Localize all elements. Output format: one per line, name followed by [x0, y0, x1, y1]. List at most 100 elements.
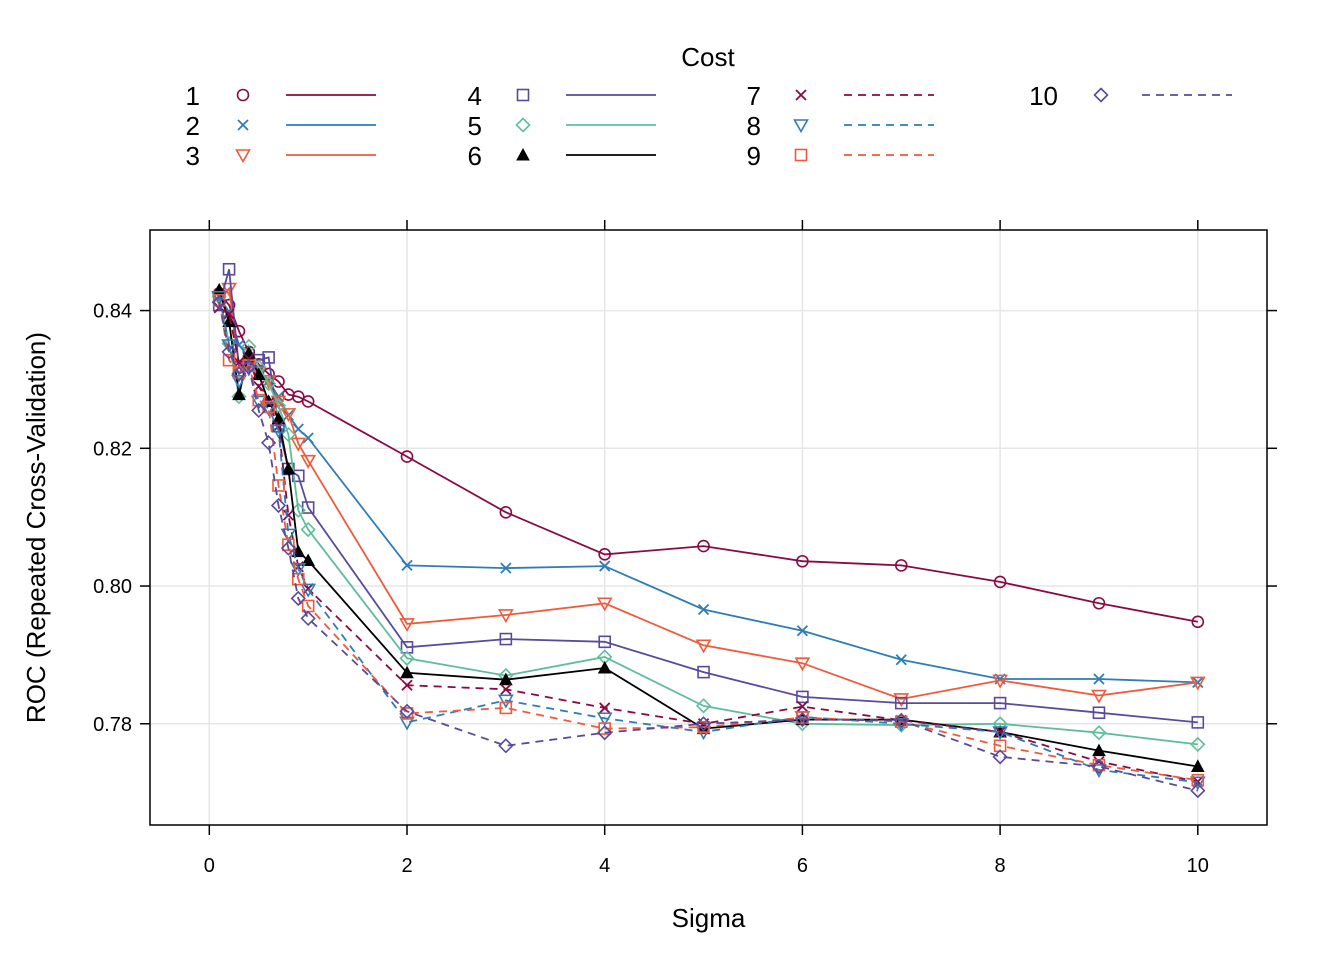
data-point-10: [260, 435, 277, 451]
data-point-3: [280, 408, 297, 422]
axes: 0 2 4 6 8 10 0.78 0.80 0.82 0.84: [93, 220, 1277, 877]
data-point-6: [301, 553, 316, 567]
series-layer: [211, 262, 1206, 799]
data-point-2: [1093, 673, 1105, 685]
data-point-3: [794, 657, 811, 672]
legend-label: 3: [186, 141, 200, 171]
legend-item-9: 9: [747, 141, 934, 171]
data-point-4: [291, 469, 305, 483]
data-point-4: [598, 635, 612, 649]
data-point-3: [893, 693, 910, 708]
data-point-1: [697, 539, 710, 553]
data-point-9: [598, 722, 612, 735]
data-point-10: [211, 294, 227, 310]
data-point-5: [1091, 725, 1107, 741]
data-point-3: [1091, 689, 1107, 704]
data-point-5: [1190, 736, 1206, 753]
data-point-2: [599, 560, 611, 572]
data-point-10: [221, 344, 237, 360]
data-point-8: [211, 290, 228, 305]
series-line-10: [218, 302, 1199, 792]
data-point-9: [262, 400, 275, 414]
data-point-4: [796, 690, 809, 704]
data-point-4: [1092, 706, 1106, 720]
data-point-10: [241, 359, 257, 375]
legend-item-3: 3: [186, 141, 376, 171]
data-point-6: [232, 387, 246, 401]
data-point-1: [598, 548, 612, 561]
data-point-6: [400, 665, 414, 679]
data-point-4: [262, 351, 275, 364]
data-point-6: [271, 411, 286, 425]
data-point-8: [300, 583, 317, 598]
data-point-10: [498, 738, 514, 754]
legend-marker: [235, 149, 251, 164]
data-point-4: [499, 632, 513, 646]
legend-marker: [516, 88, 530, 102]
legend-item-4: 4: [468, 81, 656, 111]
legend-marker: [795, 89, 807, 101]
legend-label: 4: [468, 81, 482, 111]
y-axis-label: ROC (Repeated Cross-Validation): [21, 332, 51, 723]
x-tick-label: 8: [995, 855, 1006, 877]
data-point-7: [401, 679, 413, 691]
legend-marker: [236, 88, 250, 102]
data-point-3: [221, 282, 237, 297]
legend-item-5: 5: [468, 111, 656, 141]
data-point-9: [272, 479, 285, 492]
legend-item-10: 10: [1029, 81, 1232, 111]
data-point-5: [399, 650, 415, 666]
data-point-6: [597, 660, 612, 674]
data-point-9: [697, 720, 710, 734]
data-point-5: [280, 426, 297, 443]
data-point-2: [302, 432, 314, 444]
series-line-8: [218, 296, 1198, 784]
x-tick-label: 4: [599, 855, 610, 877]
data-point-10: [231, 366, 247, 382]
data-point-1: [499, 506, 513, 519]
data-point-2: [697, 603, 710, 616]
data-point-3: [290, 437, 307, 452]
data-point-1: [291, 390, 305, 403]
legend-title: Cost: [681, 42, 735, 72]
data-point-2: [401, 559, 413, 572]
legend-marker: [515, 117, 531, 133]
data-point-7: [500, 683, 512, 695]
data-point-1: [894, 559, 908, 572]
legend-item-1: 1: [186, 81, 376, 111]
data-point-1: [1092, 596, 1106, 610]
data-point-7: [223, 308, 235, 320]
data-point-7: [796, 700, 809, 713]
series-8: [211, 290, 1206, 791]
y-tick-label: 0.84: [93, 301, 132, 323]
legend-label: 10: [1029, 81, 1058, 111]
data-point-10: [399, 703, 415, 720]
series-9: [212, 293, 1205, 787]
data-point-9: [1191, 773, 1205, 787]
legend-marker: [794, 148, 808, 162]
data-point-4: [993, 696, 1007, 710]
legend-marker: [237, 119, 249, 131]
legend-item-7: 7: [747, 81, 934, 111]
legend-label: 7: [747, 81, 761, 111]
data-point-3: [992, 674, 1008, 689]
data-point-5: [300, 521, 316, 538]
data-point-4: [1191, 716, 1205, 729]
data-point-3: [399, 618, 415, 633]
data-point-6: [1092, 743, 1106, 757]
data-point-6: [222, 314, 236, 328]
data-point-5: [260, 375, 277, 392]
series-line-9: [218, 300, 1198, 782]
x-tick-label: 10: [1187, 855, 1209, 877]
legend-label: 8: [747, 111, 761, 141]
data-point-1: [796, 554, 809, 568]
data-point-9: [252, 393, 266, 407]
legend-item-2: 2: [186, 111, 376, 141]
x-axis-label: Sigma: [672, 903, 746, 933]
series-line-6: [218, 289, 1198, 768]
data-point-7: [282, 509, 295, 521]
data-point-9: [291, 572, 305, 586]
legend-label: 1: [186, 81, 200, 111]
plot-frame: [149, 229, 1268, 826]
data-point-3: [497, 609, 514, 624]
